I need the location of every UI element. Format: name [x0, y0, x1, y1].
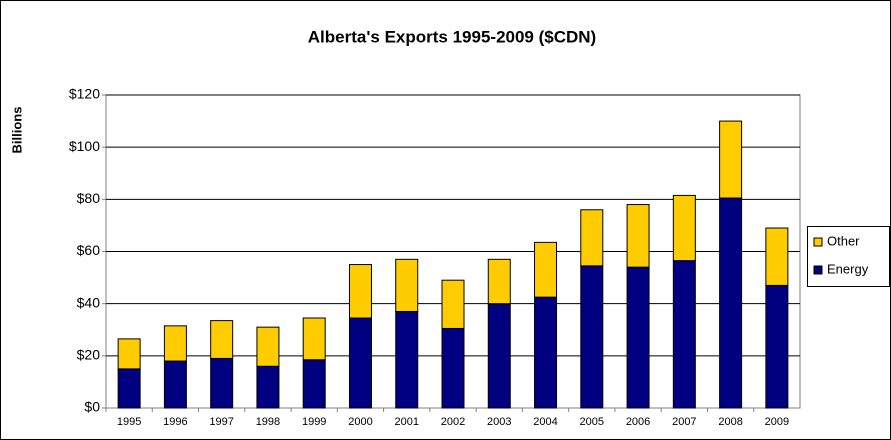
- x-tick-label: 1998: [256, 416, 280, 428]
- bar-segment: [302, 317, 326, 361]
- bar-segment: [441, 327, 465, 409]
- x-tick-label: 2008: [718, 416, 742, 428]
- x-tick-label: 2003: [487, 416, 511, 428]
- x-tick-label: 1995: [117, 416, 141, 428]
- bar-segment: [117, 368, 141, 409]
- x-tick-label: 2006: [626, 416, 650, 428]
- bar-segment: [765, 284, 789, 409]
- x-tick-label: 2007: [672, 416, 696, 428]
- bar-segment: [348, 264, 372, 319]
- x-tick-label: 2004: [533, 416, 557, 428]
- x-tick-label: 2000: [348, 416, 372, 428]
- x-tick-label: 2001: [394, 416, 418, 428]
- x-tick-label: 1997: [209, 416, 233, 428]
- bar-segment: [534, 296, 558, 409]
- bar-segment: [719, 120, 743, 199]
- bar-segment: [348, 317, 372, 409]
- y-tick-label: $120: [69, 86, 100, 102]
- bar-segment: [626, 266, 650, 409]
- x-tick-label: 2005: [580, 416, 604, 428]
- bar-segment: [765, 227, 789, 286]
- bar-segment: [395, 310, 419, 409]
- y-tick-label: $20: [77, 347, 101, 363]
- bar-segment: [256, 326, 280, 367]
- bar-segment: [117, 338, 141, 370]
- bar-segment: [580, 265, 604, 409]
- chart-title: Alberta's Exports 1995-2009 ($CDN): [308, 27, 596, 46]
- legend-label: Energy: [827, 261, 869, 276]
- bar-segment: [302, 359, 326, 409]
- bar-segment: [626, 204, 650, 268]
- bar-segment: [487, 258, 511, 305]
- bar-segment: [256, 365, 280, 409]
- y-tick-label: $40: [77, 294, 101, 310]
- y-tick-label: $60: [77, 242, 101, 258]
- bar-segment: [487, 303, 511, 409]
- bar-segment: [441, 279, 465, 329]
- bar-segment: [210, 357, 234, 409]
- bar-segment: [163, 360, 187, 409]
- y-tick-label: $80: [77, 190, 101, 206]
- x-tick-label: 2002: [441, 416, 465, 428]
- x-tick-label: 1999: [302, 416, 326, 428]
- bar-segment: [210, 320, 234, 359]
- legend-swatch: [813, 237, 823, 247]
- bar-segment: [395, 258, 419, 312]
- y-tick-label: $100: [69, 138, 100, 154]
- legend-label: Other: [827, 233, 860, 248]
- x-tick-label: 1996: [163, 416, 187, 428]
- bar-segment: [719, 197, 743, 409]
- bar-segment: [672, 194, 696, 262]
- bar-segment: [672, 260, 696, 409]
- bar-segment: [580, 209, 604, 267]
- y-axis-label: Billions: [9, 107, 24, 154]
- bar-segment: [163, 325, 187, 362]
- legend-box: [807, 226, 890, 287]
- bar-segment: [534, 241, 558, 298]
- x-tick-label: 2009: [765, 416, 789, 428]
- y-tick-label: $0: [84, 399, 100, 415]
- legend-swatch: [813, 265, 823, 275]
